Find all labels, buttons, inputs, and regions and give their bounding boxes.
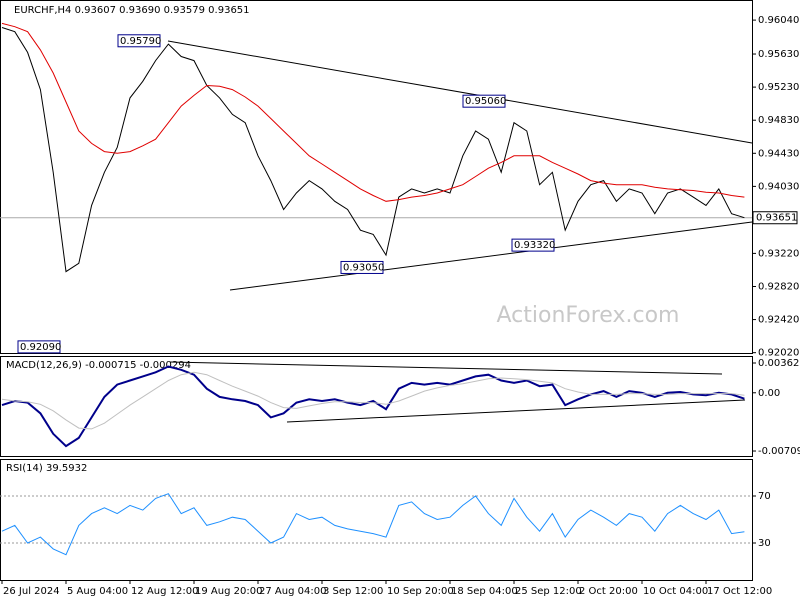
annotation-box <box>117 34 161 48</box>
x-tick-label: 2 Oct 20:00 <box>579 586 638 597</box>
rsi-title: RSI(14) 39.5932 <box>6 463 87 474</box>
trend-line <box>229 221 753 291</box>
y-tick-label: 0.95630 <box>758 49 799 60</box>
y-tick-label: 0.003628 <box>758 358 800 369</box>
x-tick-label: 18 Sep 04:00 <box>451 586 518 597</box>
y-tick-label: 0.92820 <box>758 281 799 292</box>
x-tick-label: 12 Aug 12:00 <box>131 586 198 597</box>
x-tick-label: 19 Aug 20:00 <box>195 586 262 597</box>
x-tick-label: 27 Aug 04:00 <box>259 586 326 597</box>
annotation-label: 0.95790 <box>120 36 161 47</box>
annotation-box <box>511 238 555 252</box>
price-panel <box>0 0 753 354</box>
annotation-box <box>462 94 506 108</box>
current-price-box <box>752 211 798 225</box>
y-tick-label: 30 <box>758 538 771 549</box>
x-tick-label: 3 Sep 12:00 <box>323 586 383 597</box>
x-tick-label: 17 Oct 12:00 <box>707 586 772 597</box>
y-tick-label: 0.95230 <box>758 82 799 93</box>
series-line <box>1 27 745 273</box>
x-tick-label: 10 Oct 04:00 <box>643 586 708 597</box>
y-tick-label: 0.00 <box>758 388 780 399</box>
trend-line <box>286 399 746 423</box>
watermark: ActionForex.com <box>497 303 680 328</box>
macd-title: MACD(12,26,9) -0.000715 -0.000294 <box>6 360 191 371</box>
annotation-label: 0.92090 <box>20 342 61 353</box>
y-tick-label: 0.92420 <box>758 315 799 326</box>
x-tick-label: 5 Aug 04:00 <box>67 586 128 597</box>
y-tick-label: 0.93220 <box>758 248 799 259</box>
series-line <box>1 371 745 430</box>
x-tick-label: 26 Jul 2024 <box>3 586 60 597</box>
x-tick-label: 25 Sep 12:00 <box>515 586 582 597</box>
macd-panel <box>0 356 753 457</box>
trend-line <box>169 361 723 375</box>
y-tick-label: 0.94030 <box>758 181 799 192</box>
annotation-label: 0.93050 <box>343 262 384 273</box>
y-tick-label: 0.94830 <box>758 115 799 126</box>
annotation-label: 0.93320 <box>514 240 555 251</box>
y-tick-label: 0.94430 <box>758 148 799 159</box>
x-tick-label: 10 Sep 20:00 <box>387 586 454 597</box>
y-tick-label: 70 <box>758 491 771 502</box>
series-line <box>1 493 745 556</box>
current-price-label: 0.93651 <box>756 213 797 224</box>
annotation-label: 0.95060 <box>465 96 506 107</box>
y-tick-label: 0.96040 <box>758 15 799 26</box>
annotation-box <box>340 260 384 274</box>
trend-line <box>167 40 753 144</box>
series-line <box>1 365 745 448</box>
series-line <box>1 22 745 202</box>
y-tick-label: 0.92020 <box>758 348 799 359</box>
rsi-panel <box>0 459 753 581</box>
chart-title: EURCHF,H4 0.93607 0.93690 0.93579 0.9365… <box>14 5 250 16</box>
y-tick-label: -0.007093 <box>758 446 800 457</box>
annotation-box <box>17 340 61 354</box>
